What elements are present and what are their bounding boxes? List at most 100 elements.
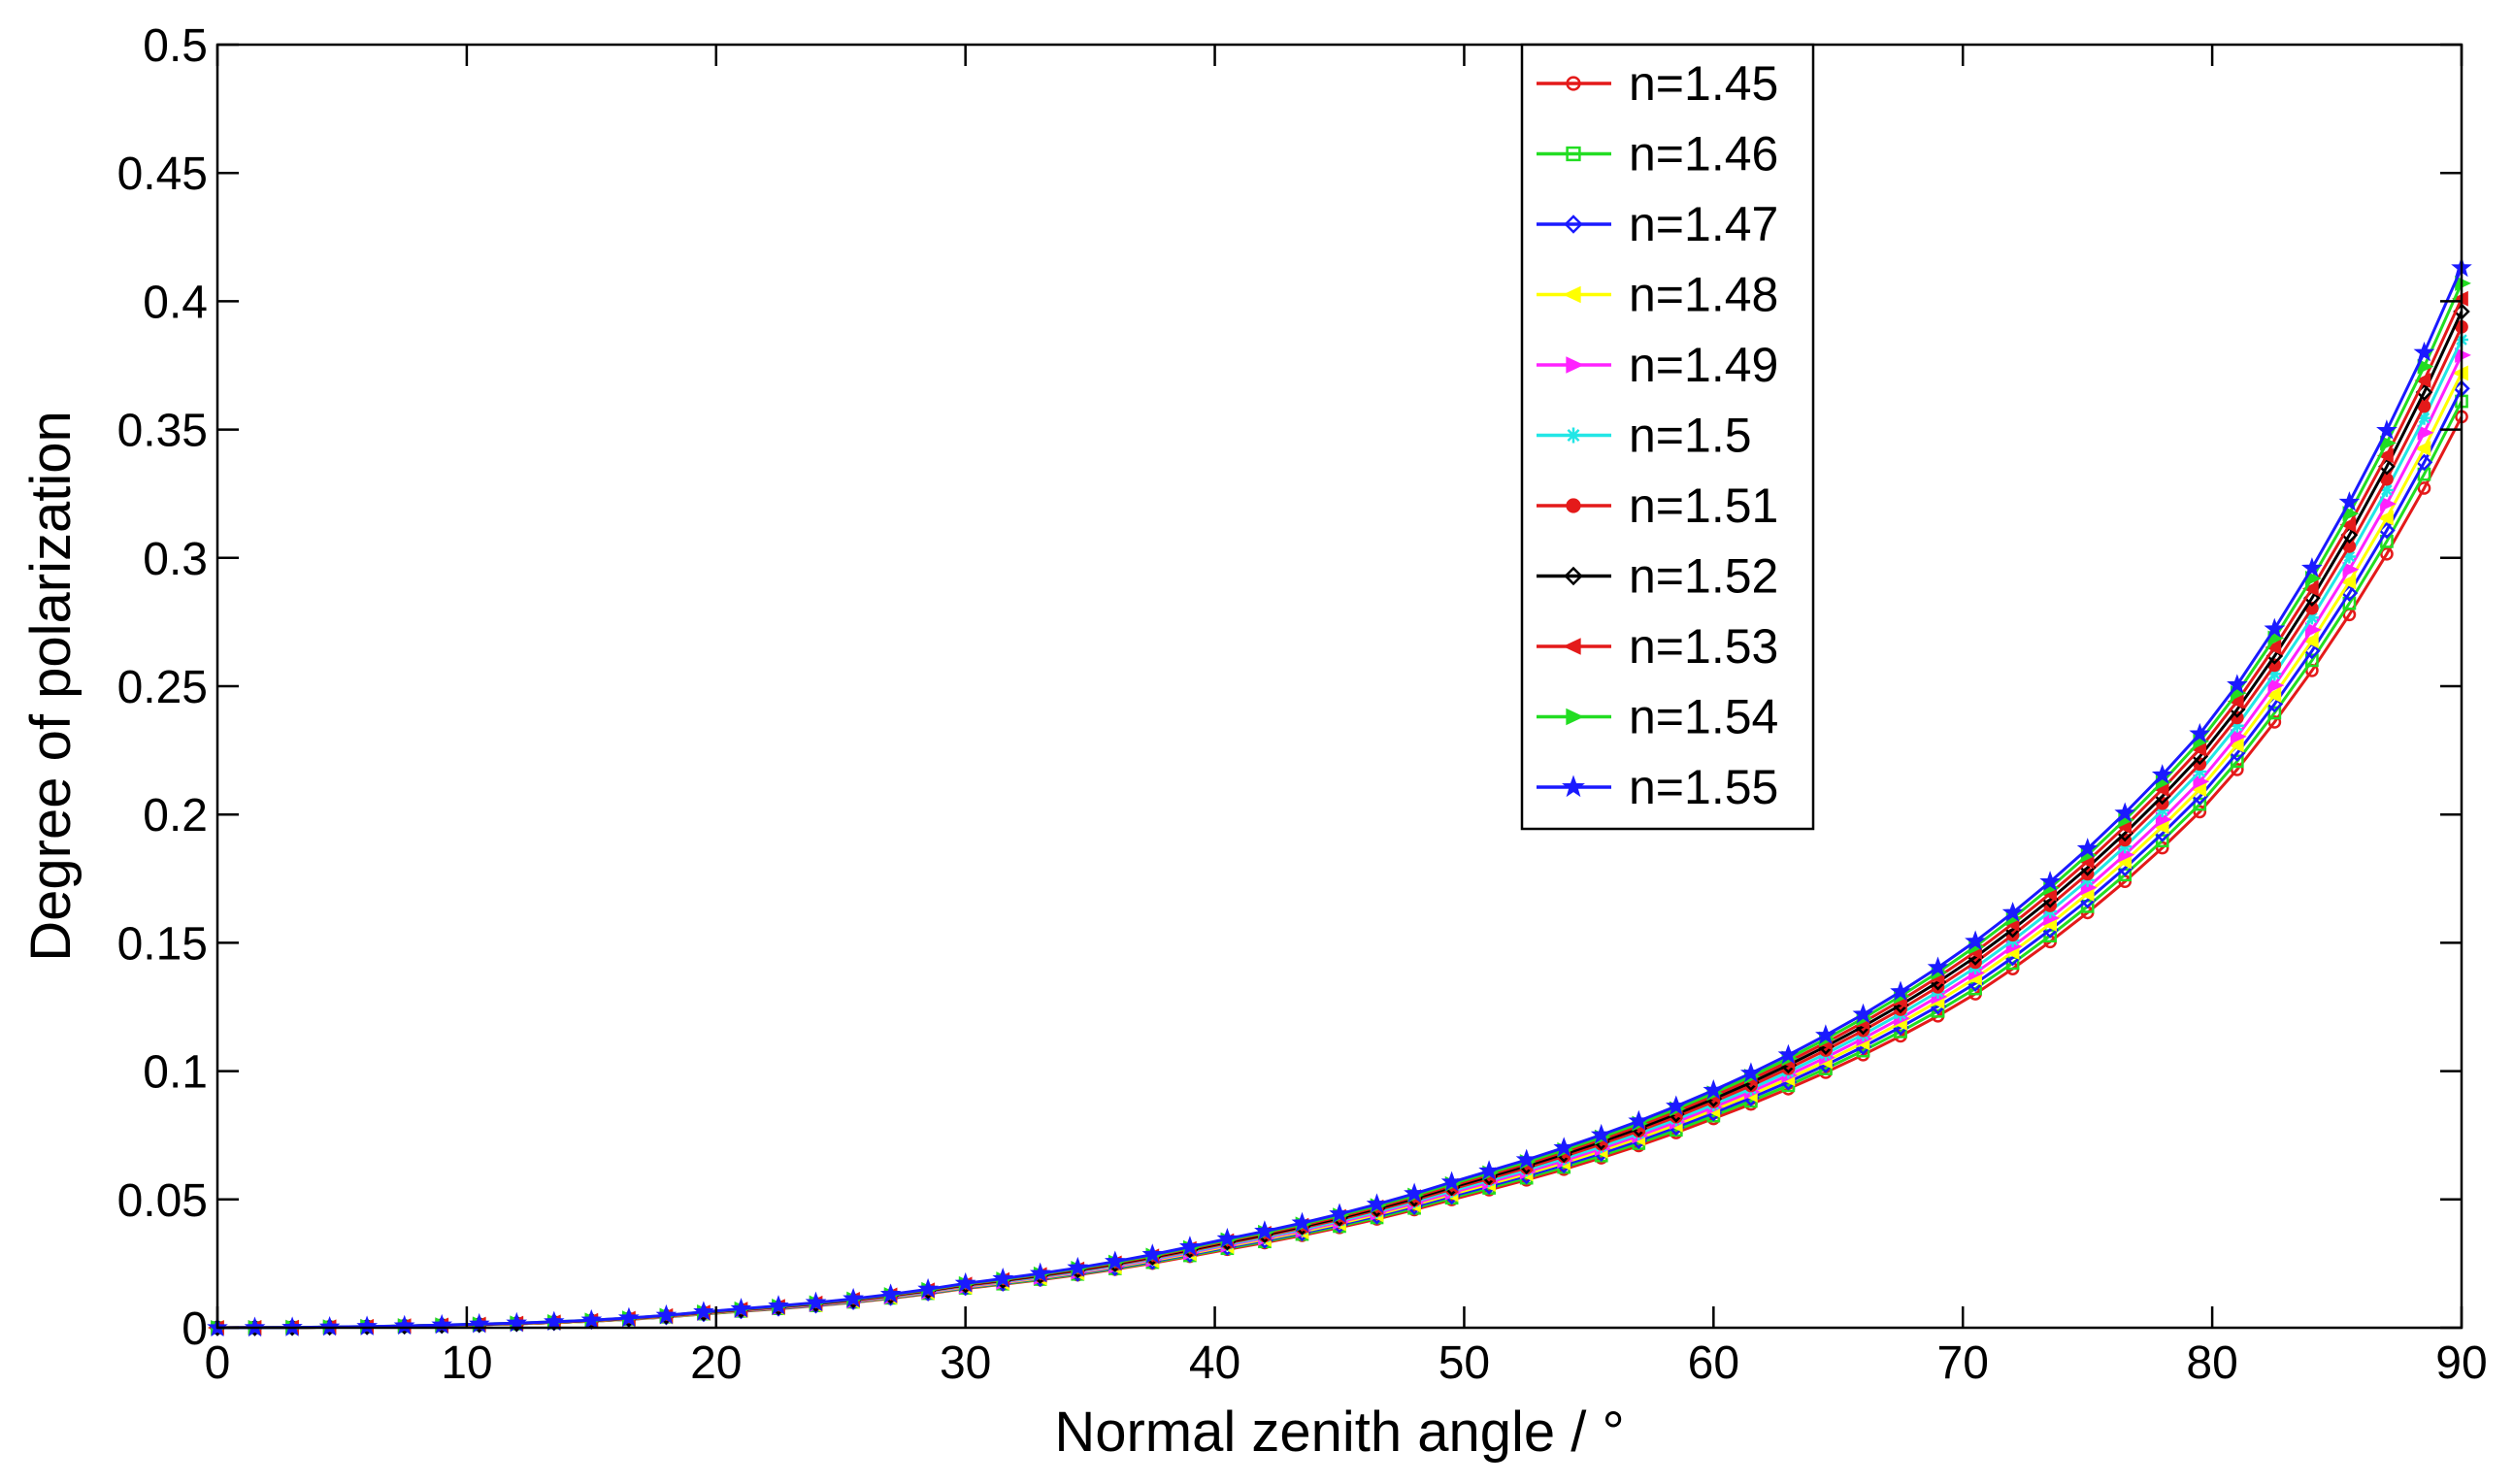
data-point	[1067, 1256, 1089, 1277]
data-point	[2415, 453, 2433, 472]
y-tick-labels: 0 0.05 0.1 0.15 0.2 0.25 0.3 0.35 0.4 0.45 0.5	[117, 20, 208, 1355]
data-point	[2193, 805, 2207, 819]
x-tick-label: 70	[1937, 1337, 1989, 1389]
data-point	[2380, 496, 2397, 512]
legend-entry: n=1.54	[1537, 690, 1778, 744]
x-tick-label: 0	[205, 1337, 231, 1389]
legend-label: n=1.54	[1629, 690, 1778, 744]
x-tick-label: 50	[1438, 1337, 1490, 1389]
data-point	[879, 1283, 902, 1303]
legend-label: n=1.5	[1629, 409, 1752, 463]
data-point	[2414, 373, 2431, 388]
y-axis-title: Degree of polarization	[19, 411, 83, 961]
data-point	[1562, 775, 1585, 798]
data-point	[1566, 356, 1584, 374]
data-point	[1329, 1203, 1350, 1223]
data-point	[1739, 1062, 1762, 1083]
series-n=1.55	[207, 256, 2472, 1337]
data-point	[2265, 640, 2282, 655]
data-point	[1590, 1123, 1612, 1144]
data-point	[1553, 1137, 1574, 1157]
x-tick-label: 30	[940, 1337, 991, 1389]
legend: n=1.45 n=1.46 n=1.47 n=1.48 n=1.49 n=1.5 n=1.5…	[1520, 43, 1815, 831]
data-point	[917, 1277, 940, 1299]
data-point	[2193, 765, 2207, 779]
data-point	[1563, 285, 1581, 304]
y-tick-label: 0.25	[117, 662, 208, 713]
data-point	[1628, 1109, 1650, 1131]
data-point	[506, 1311, 528, 1333]
legend-label: n=1.51	[1629, 478, 1778, 533]
data-point	[2342, 561, 2360, 577]
data-point	[1440, 1171, 1463, 1192]
data-point	[2339, 574, 2357, 590]
x-tick-label: 90	[2435, 1337, 2487, 1389]
data-point	[1141, 1243, 1164, 1264]
data-point	[1216, 1228, 1239, 1248]
data-point	[544, 1310, 565, 1332]
data-point	[954, 1271, 976, 1293]
data-point	[2230, 728, 2247, 744]
data-point	[843, 1287, 864, 1308]
data-point	[2338, 491, 2361, 511]
data-point	[2305, 621, 2322, 638]
y-tick-label: 0.15	[117, 918, 208, 970]
data-point	[1890, 980, 1911, 1002]
data-point	[1178, 1236, 1201, 1256]
legend-entry: n=1.53	[1537, 619, 1778, 674]
data-point	[2339, 516, 2357, 533]
x-tick-label: 60	[1688, 1337, 1739, 1389]
data-point	[580, 1308, 603, 1330]
data-point	[1927, 956, 1949, 977]
data-point	[2265, 687, 2282, 703]
data-point	[2301, 557, 2323, 577]
data-point	[1777, 1043, 1800, 1065]
data-point	[2377, 510, 2394, 526]
legend-entry: n=1.49	[1537, 338, 1778, 392]
data-point	[2227, 693, 2244, 709]
data-point	[1566, 708, 1584, 726]
data-point	[2342, 549, 2357, 564]
x-tick-label: 40	[1189, 1337, 1240, 1389]
data-point	[805, 1291, 827, 1312]
data-point	[2151, 764, 2173, 784]
data-point	[1404, 1182, 1425, 1204]
data-point	[1566, 146, 1581, 162]
y-tick-label: 0.05	[117, 1175, 208, 1227]
data-point	[1852, 1003, 1874, 1024]
data-point	[1564, 214, 1583, 234]
data-point	[1566, 498, 1581, 513]
data-point	[2227, 737, 2244, 753]
data-point	[1291, 1211, 1313, 1233]
data-point	[1254, 1220, 1275, 1240]
legend-label: n=1.55	[1629, 760, 1778, 814]
data-point	[2118, 840, 2133, 854]
y-tick-label: 0.2	[143, 790, 208, 841]
data-point	[2227, 674, 2248, 694]
x-axis-title: Normal zenith angle / °	[1054, 1401, 1624, 1464]
data-point	[1563, 638, 1581, 655]
data-point	[693, 1301, 714, 1321]
data-point	[2417, 424, 2434, 441]
x-tick-label: 80	[2186, 1337, 2237, 1389]
data-point	[2189, 722, 2211, 743]
data-point	[2417, 481, 2431, 495]
data-point	[730, 1298, 752, 1318]
legend-label: n=1.45	[1629, 56, 1778, 111]
data-point	[2301, 580, 2319, 597]
x-tick-label: 20	[690, 1337, 742, 1389]
data-point	[2230, 718, 2244, 733]
y-tick-label: 0.35	[117, 406, 208, 457]
legend-label: n=1.46	[1629, 127, 1778, 181]
data-point	[2193, 797, 2207, 811]
data-point	[1366, 1193, 1388, 1213]
data-point	[2414, 441, 2431, 457]
data-point	[2379, 483, 2394, 498]
legend-entry: n=1.51	[1537, 478, 1778, 533]
data-point	[2267, 677, 2285, 694]
data-point	[1478, 1160, 1501, 1180]
data-point	[2376, 419, 2397, 440]
data-point	[2304, 610, 2319, 625]
